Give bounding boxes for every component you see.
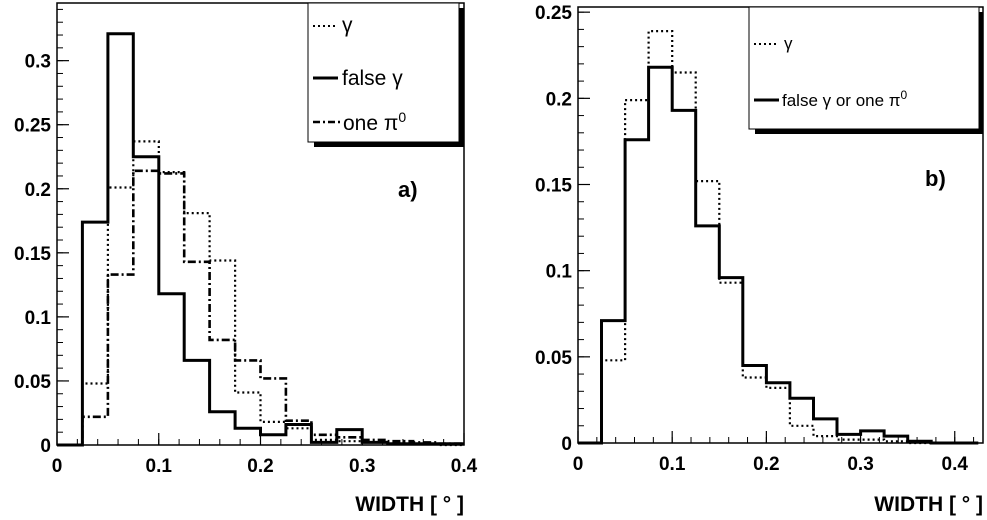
panel-b-x-tick-label: 0 — [573, 454, 584, 475]
panel-a-y-tick-label: 0 — [40, 436, 51, 457]
panel-a-legend-label-one-pi0: one π0 — [343, 109, 406, 135]
panel-a-label: a) — [398, 177, 418, 202]
panel-a-x-tick-label: 0.1 — [146, 456, 173, 477]
panel-b-series-1-histogram — [578, 65, 979, 445]
panel-a-x-tick-label: 0 — [52, 456, 63, 477]
panel-a-y-tick-label: 0.05 — [14, 372, 51, 393]
panel-b: 0 0.1 0.2 0.3 0.4 0 0.05 0.1 0.15 0.2 0.25 b) WIDT… — [535, 3, 984, 516]
panel-b-x-tick-label: 0.1 — [659, 454, 686, 475]
panel-a-y-tick-label: 0.2 — [25, 180, 51, 201]
panel-a-y-tick-label: 0.1 — [25, 308, 52, 329]
panel-a-legend-label-one-pi0-superscript: 0 — [398, 109, 406, 125]
panel-a-ticks-group: 0 0.1 0.2 0.3 0.4 0 0.05 0.1 0.15 0.2 0.25 0.3 — [14, 8, 478, 477]
panel-a-x-axis-title: WIDTH [ ° ] — [355, 493, 464, 516]
panel-a-legend-label-one-pi0-text: one π — [343, 112, 398, 135]
panel-b-x-tick-label: 0.3 — [847, 454, 873, 475]
panel-a-x-tick-label: 0.2 — [247, 456, 273, 477]
panel-a-y-tick-label: 0.25 — [14, 116, 51, 137]
panel-a-x-tick-label: 0.3 — [349, 456, 375, 477]
panel-b-x-axis-title: WIDTH [ ° ] — [874, 493, 983, 516]
panel-b-y-tick-label: 0.2 — [546, 89, 572, 110]
panel-a-y-tick-label: 0.15 — [14, 244, 51, 265]
panel-b-legend-label-combined-superscript: 0 — [901, 88, 908, 102]
panel-a: 0 0.1 0.2 0.3 0.4 0 0.05 0.1 0.15 0.2 0.25 0.3 a) W… — [14, 2, 478, 516]
panel-b-legend-label-combined-text: false γ or one π — [782, 91, 901, 110]
panel-b-y-tick-label: 0.1 — [546, 262, 573, 283]
panel-a-series-2-histogram — [57, 169, 464, 447]
panel-b-legend-label-combined: false γ or one π0 — [782, 88, 908, 110]
panel-a-legend: γ false γ one π0 — [307, 2, 464, 147]
panel-b-legend-label-photon: γ — [784, 34, 793, 53]
panel-a-x-tick-label: 0.4 — [451, 456, 478, 477]
panel-a-series-1-histogram — [57, 32, 464, 447]
panel-b-x-tick-label: 0.4 — [942, 454, 969, 475]
panel-b-y-tick-label: 0.15 — [535, 176, 572, 197]
panel-b-legend: γ false γ or one π0 — [748, 6, 983, 134]
panel-a-legend-label-photon: γ — [342, 14, 353, 37]
panel-b-ticks-group: 0 0.1 0.2 0.3 0.4 0 0.05 0.1 0.15 0.2 0.25 — [535, 3, 975, 475]
panel-b-series-group — [578, 30, 979, 445]
panel-b-y-tick-label: 0.05 — [535, 348, 572, 369]
panel-b-y-tick-label: 0 — [561, 434, 572, 455]
panel-b-y-tick-label: 0.25 — [535, 3, 572, 24]
panel-a-series-group — [57, 32, 464, 447]
panel-a-legend-label-false-photon: false γ — [342, 67, 403, 90]
panel-b-legend-box — [748, 6, 980, 130]
panel-a-y-tick-label: 0.3 — [25, 52, 51, 73]
panel-b-x-tick-label: 0.2 — [753, 454, 779, 475]
panel-b-label: b) — [925, 166, 946, 191]
